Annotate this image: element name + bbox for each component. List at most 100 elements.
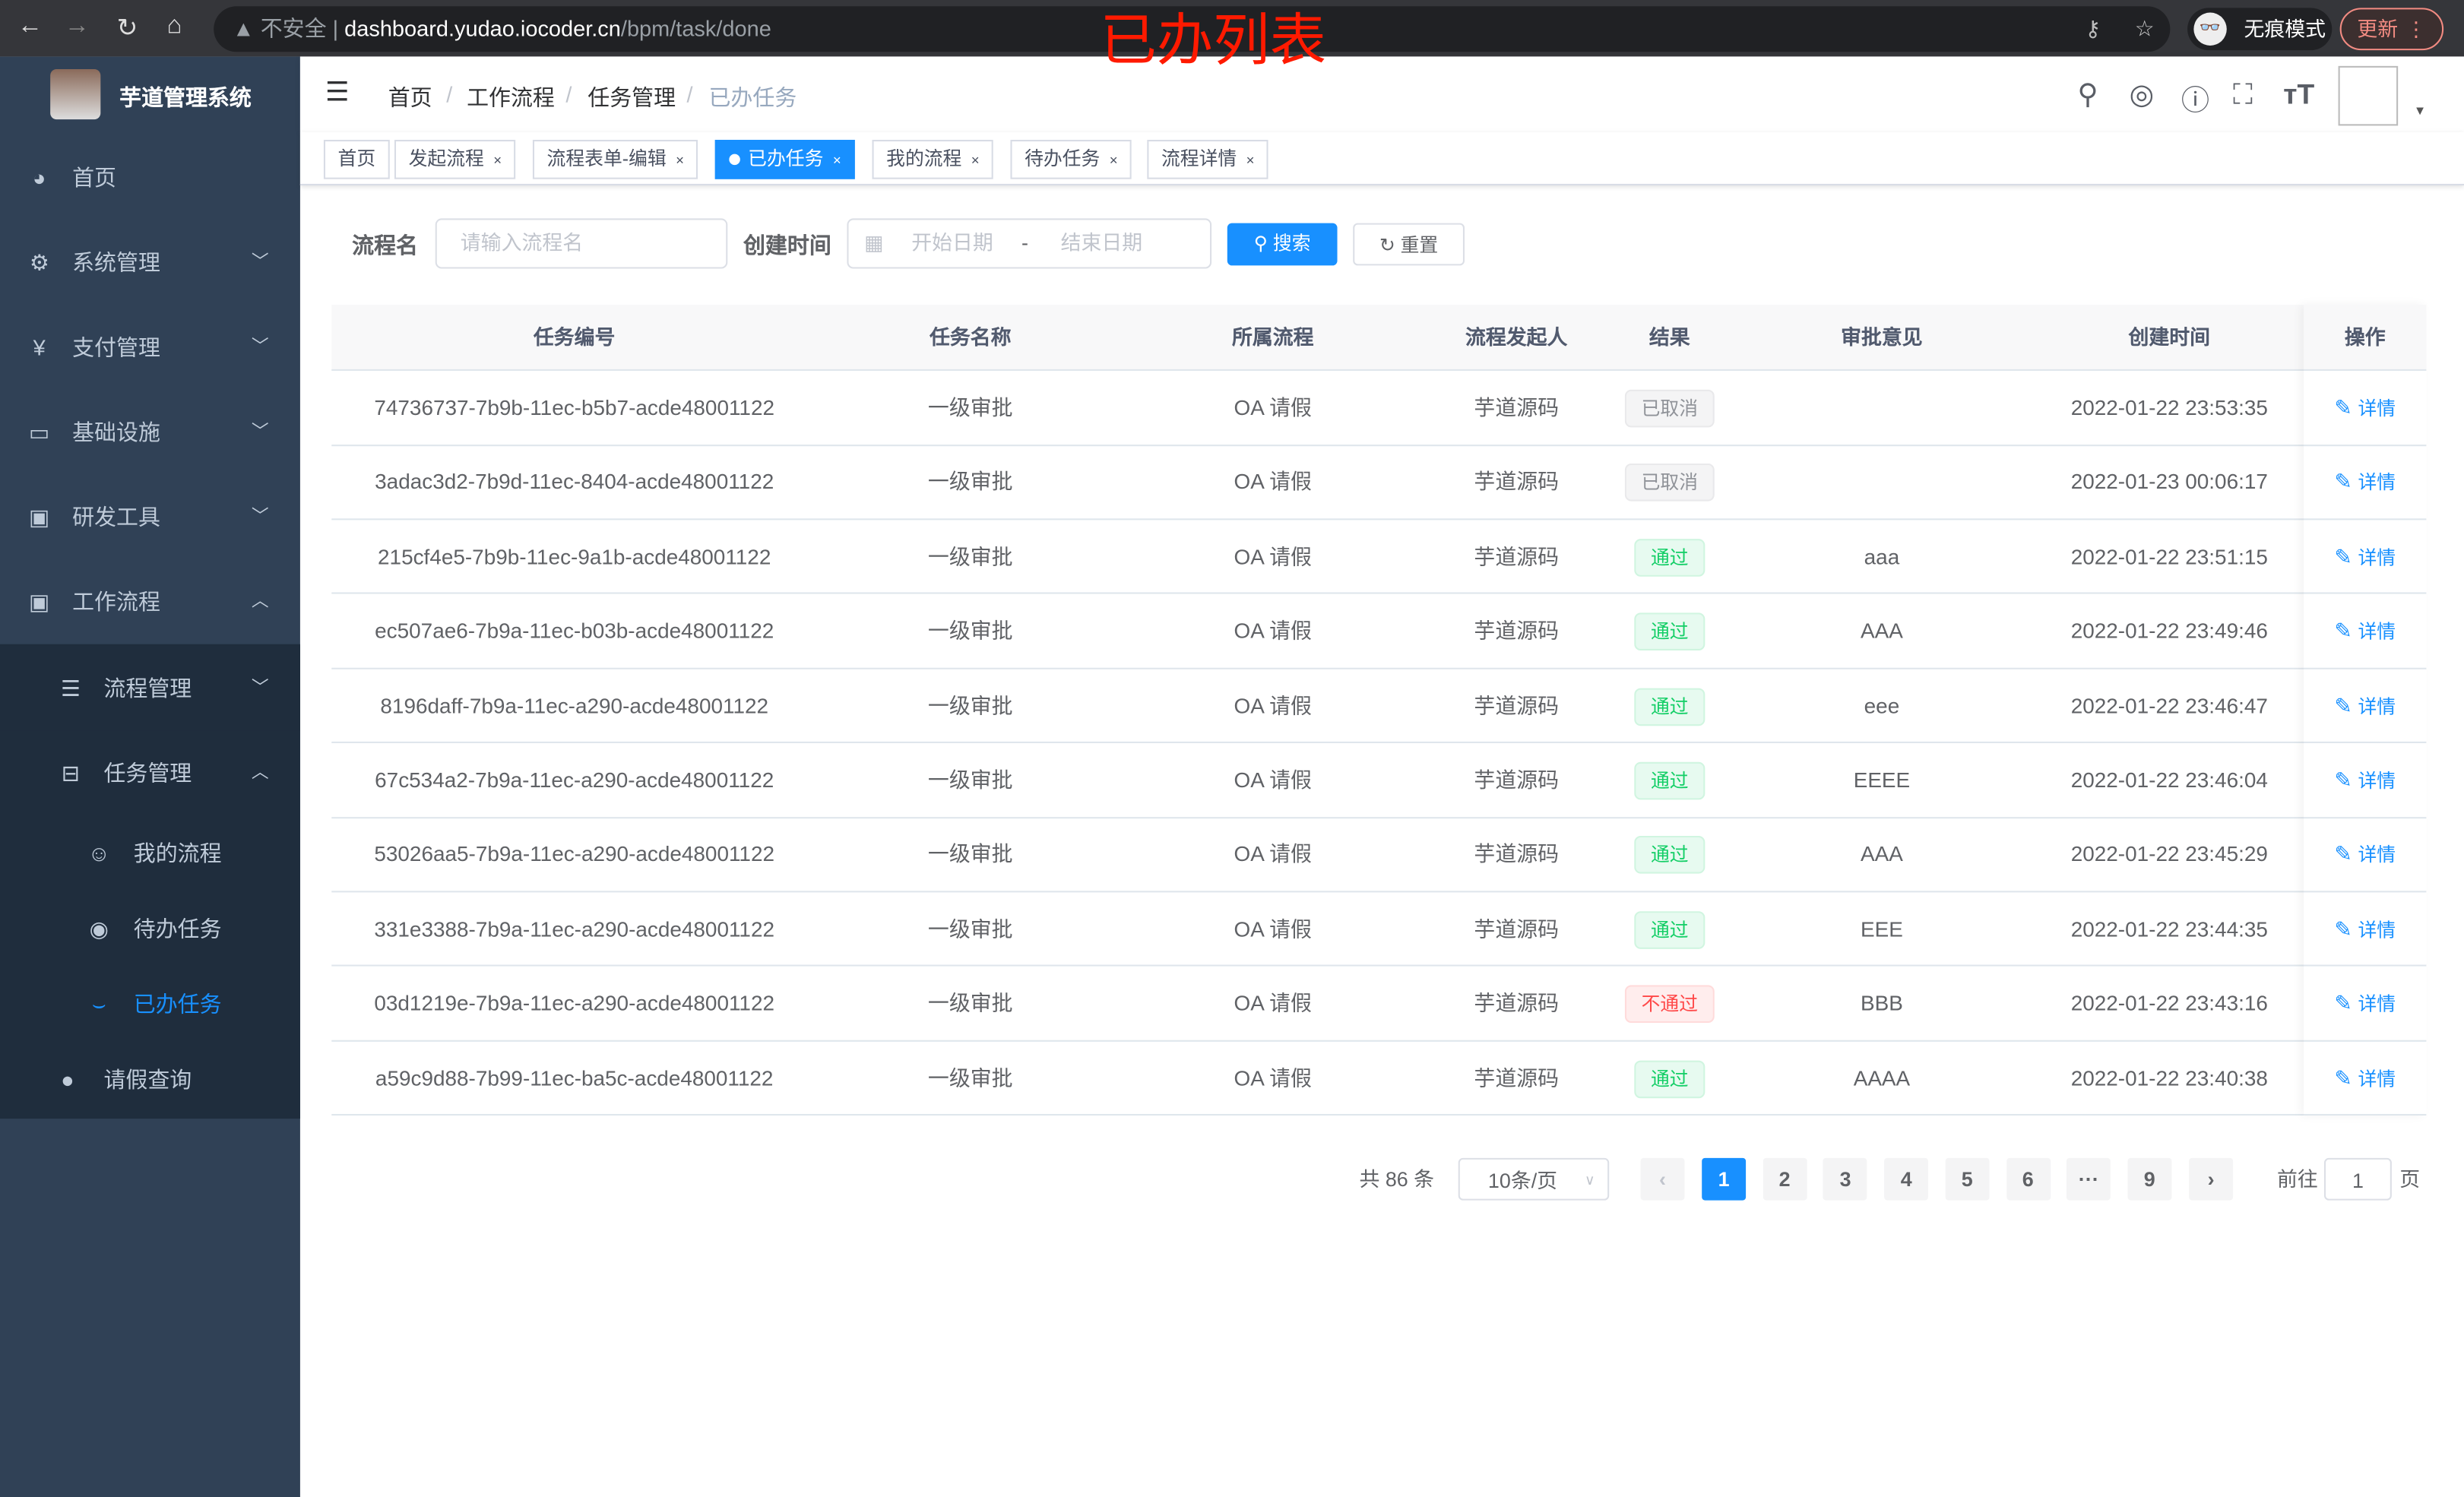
sidebar-item-task-manage[interactable]: ⊟ 任务管理 ︿ xyxy=(0,730,300,815)
sidebar-item-done[interactable]: ⌣ 已办任务 xyxy=(0,967,300,1042)
address-bar[interactable]: ▲ 不安全 | dashboard.yudao.iocoder.cn/bpm/t… xyxy=(214,6,2171,52)
table-row: 74736737-7b9b-11ec-b5b7-acde48001122 一级审批… xyxy=(331,371,2427,446)
incognito-badge[interactable]: 👓 无痕模式 xyxy=(2187,8,2333,51)
cell-text: OA 请假 xyxy=(1234,768,1312,793)
reload-icon[interactable]: ↻ xyxy=(116,15,138,43)
font-size-icon[interactable]: тT xyxy=(2283,78,2315,110)
close-icon[interactable]: × xyxy=(832,152,841,169)
url-host: dashboard.yudao.iocoder.cn xyxy=(344,15,621,41)
sidebar-item-bpm[interactable]: ▣ 工作流程 ︿ xyxy=(0,559,300,644)
sidebar-item-system[interactable]: ⚙ 系统管理 ﹀ xyxy=(0,220,300,305)
sidebar-item-home[interactable]: ◕ 首页 xyxy=(0,135,300,220)
sidebar-item-pay[interactable]: ¥ 支付管理 ﹀ xyxy=(0,305,300,390)
toolbox-icon: ▣ xyxy=(28,589,50,615)
breadcrumb-task[interactable]: 任务管理 xyxy=(587,84,676,110)
sidebar-item-tool[interactable]: ▣ 研发工具 ﹀ xyxy=(0,474,300,559)
detail-link[interactable]: 详情 xyxy=(2358,993,2396,1016)
page-button[interactable]: 6 xyxy=(2006,1157,2051,1201)
sidebar-item-todo[interactable]: ◉ 待办任务 xyxy=(0,891,300,966)
result-badge: 已取消 xyxy=(1625,464,1714,502)
close-icon[interactable]: × xyxy=(1109,152,1118,169)
detail-link[interactable]: 详情 xyxy=(2358,1068,2396,1090)
page-button[interactable]: 2 xyxy=(1762,1157,1807,1201)
close-icon[interactable]: × xyxy=(676,152,684,169)
goto-page-input[interactable]: 1 xyxy=(2323,1157,2392,1201)
tag-todo[interactable]: 待办任务 × xyxy=(1010,140,1132,179)
breadcrumb-home[interactable]: 首页 xyxy=(388,84,432,110)
cell-text: 2022-01-22 23:46:04 xyxy=(2070,768,2268,793)
cell-action[interactable]: ✎ 详情 xyxy=(2304,818,2426,891)
tag-home[interactable]: 首页 xyxy=(323,140,390,179)
detail-link[interactable]: 详情 xyxy=(2358,546,2396,569)
hamburger-icon[interactable]: ☰ xyxy=(325,77,350,107)
cell-action[interactable]: ✎ 详情 xyxy=(2304,669,2426,742)
detail-link[interactable]: 详情 xyxy=(2358,472,2396,495)
cell-action[interactable]: ✎ 详情 xyxy=(2304,445,2426,519)
tag-form-edit[interactable]: 流程表单-编辑 × xyxy=(532,140,698,179)
cell-text: 一级审批 xyxy=(927,1066,1013,1090)
process-name-input[interactable]: 请输入流程名 xyxy=(435,218,728,269)
start-date-input[interactable]: 开始日期 xyxy=(911,230,993,255)
cell-text: OA 请假 xyxy=(1234,694,1312,718)
cell-comment: eee xyxy=(1728,669,2035,742)
tag-start-process[interactable]: 发起流程 × xyxy=(394,140,516,179)
back-icon[interactable]: ← xyxy=(17,12,43,40)
fullscreen-icon[interactable]: ⛶ xyxy=(2233,78,2253,110)
cell-action[interactable]: ✎ 详情 xyxy=(2304,520,2426,593)
update-button[interactable]: 更新 ⋮ xyxy=(2339,8,2444,51)
home-icon[interactable]: ⌂ xyxy=(166,12,182,40)
page-size-select[interactable]: 10条/页 ∨ xyxy=(1458,1157,1610,1201)
next-page-button[interactable]: › xyxy=(2189,1157,2234,1201)
close-icon[interactable]: × xyxy=(971,152,980,169)
tag-my-process[interactable]: 我的流程 × xyxy=(872,140,994,179)
page-button[interactable]: ··· xyxy=(2067,1157,2111,1201)
yen-icon: ¥ xyxy=(33,334,46,360)
cell-text: 215cf4e5-7b9b-11ec-9a1b-acde48001122 xyxy=(378,545,771,569)
cell-action[interactable]: ✎ 详情 xyxy=(2304,967,2426,1040)
forward-icon[interactable]: → xyxy=(64,12,90,40)
prev-page-button[interactable]: ‹ xyxy=(1640,1157,1685,1201)
page-button[interactable]: 3 xyxy=(1823,1157,1868,1201)
page-button[interactable]: 1 xyxy=(1702,1157,1747,1201)
cell-action[interactable]: ✎ 详情 xyxy=(2304,892,2426,966)
sidebar-item-my-process[interactable]: ☺ 我的流程 xyxy=(0,815,300,891)
detail-link[interactable]: 详情 xyxy=(2358,695,2396,718)
cell-text: 2022-01-22 23:45:29 xyxy=(2070,843,2268,867)
chevron-up-icon: ︿ xyxy=(251,763,269,783)
detail-link[interactable]: 详情 xyxy=(2358,621,2396,644)
page-button[interactable]: 4 xyxy=(1884,1157,1929,1201)
page-button[interactable]: 9 xyxy=(2127,1157,2172,1201)
search-icon[interactable]: ⚲ xyxy=(2077,78,2098,110)
tag-process-detail[interactable]: 流程详情 × xyxy=(1147,140,1269,179)
page-button[interactable]: 5 xyxy=(1945,1157,1990,1201)
close-icon[interactable]: × xyxy=(493,152,502,169)
cell-action[interactable]: ✎ 详情 xyxy=(2304,1041,2426,1115)
github-icon[interactable]: ◎ xyxy=(2129,78,2155,110)
detail-link[interactable]: 详情 xyxy=(2358,397,2396,420)
search-button[interactable]: ⚲ 搜索 xyxy=(1227,223,1338,266)
cell-action[interactable]: ✎ 详情 xyxy=(2304,594,2426,668)
cell-text: 芋道源码 xyxy=(1474,1066,1560,1090)
detail-link[interactable]: 详情 xyxy=(2358,844,2396,867)
tag-done-task[interactable]: 已办任务 × xyxy=(714,140,856,179)
cell-action[interactable]: ✎ 详情 xyxy=(2304,743,2426,817)
cell-initiator: 芋道源码 xyxy=(1422,1041,1610,1115)
reset-button[interactable]: ↻ 重置 xyxy=(1353,223,1465,266)
tags-view: 首页 发起流程 × 流程表单-编辑 × 已办任务 × 我的流程 × 待办任务 × 流程详情… xyxy=(299,131,2464,185)
star-icon[interactable]: ☆ xyxy=(2134,15,2155,41)
detail-link[interactable]: 详情 xyxy=(2358,770,2396,793)
sidebar-item-leave[interactable]: ● 请假查询 xyxy=(0,1042,300,1117)
sidebar-item-infra[interactable]: ▭ 基础设施 ﹀ xyxy=(0,390,300,475)
close-icon[interactable]: × xyxy=(1246,152,1255,169)
date-range-picker[interactable]: ▦ 开始日期 - 结束日期 xyxy=(847,218,1212,269)
caret-down-icon[interactable]: ▼ xyxy=(2413,103,2427,119)
end-date-input[interactable]: 结束日期 xyxy=(1060,230,1143,255)
cell-action[interactable]: ✎ 详情 xyxy=(2304,371,2426,445)
detail-link[interactable]: 详情 xyxy=(2358,919,2396,942)
sidebar-item-process-manage[interactable]: ☰ 流程管理 ﹀ xyxy=(0,645,300,731)
key-icon[interactable]: ⚷ xyxy=(2085,15,2101,41)
breadcrumb-bpm[interactable]: 工作流程 xyxy=(467,84,555,110)
avatar[interactable] xyxy=(2338,65,2399,126)
help-icon[interactable]: ⓘ xyxy=(2181,84,2210,117)
